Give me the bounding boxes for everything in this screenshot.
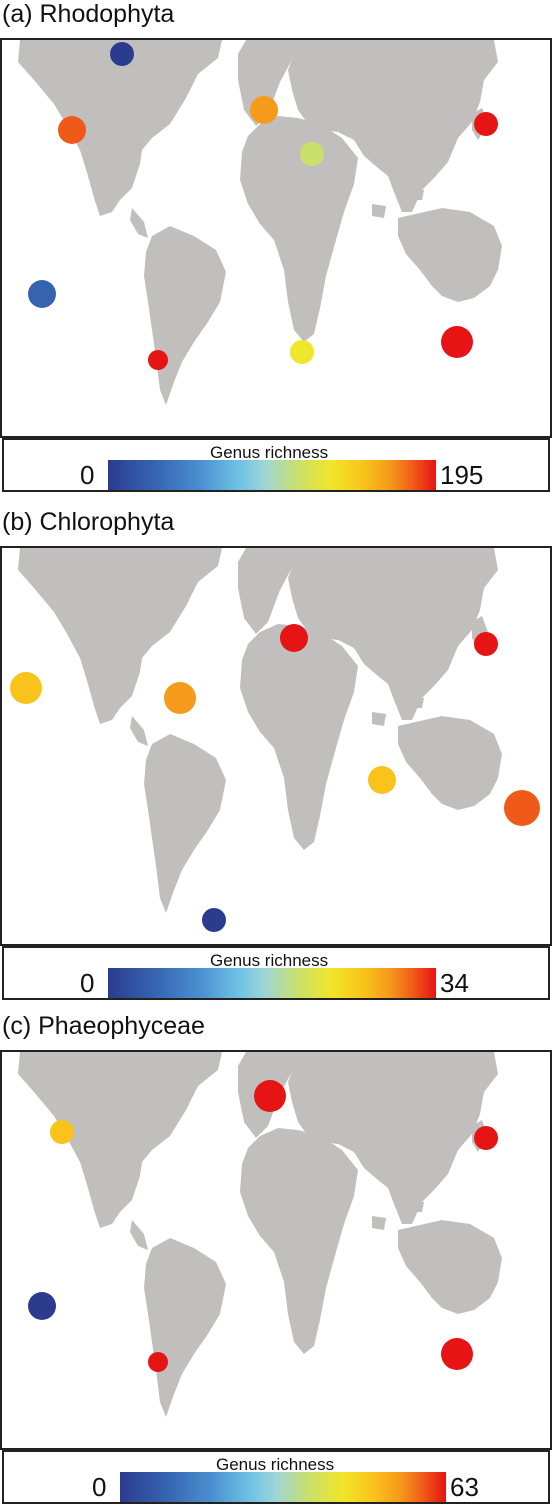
legend-label: Genus richness — [216, 1455, 335, 1474]
legend-color-bar — [108, 968, 436, 998]
hotspot-mediterranean — [300, 142, 324, 166]
richness-map-phaeophyceae — [0, 1050, 552, 1450]
legend-label: Genus richness — [210, 443, 329, 462]
land-shape — [18, 40, 502, 405]
hotspot-south-africa — [290, 340, 314, 364]
richness-hotspots — [28, 1080, 498, 1372]
legend-max: 63 — [450, 1472, 479, 1502]
legend-color-bar — [120, 1472, 446, 1502]
land-shape — [18, 548, 502, 913]
hotspot-japan — [474, 632, 498, 656]
color-scale-legend: Genus richness 0 195 — [2, 438, 550, 492]
hotspot-indian-ocean — [368, 766, 396, 794]
hotspot-europe — [254, 1080, 286, 1112]
hotspot-japan — [474, 1126, 498, 1150]
hotspot-japan — [474, 112, 498, 136]
hotspot-south-australia — [441, 1338, 473, 1370]
legend-label: Genus richness — [210, 951, 329, 970]
hotspot-south-chile — [148, 1352, 168, 1372]
richness-map-chlorophyta — [0, 546, 552, 946]
panel-title: (a) Rhodophyta — [2, 0, 175, 28]
legend-max: 195 — [440, 460, 484, 490]
hotspot-arctic-canada — [110, 42, 134, 66]
color-scale-legend: Genus richness 0 34 — [2, 946, 550, 1000]
legend-max: 34 — [440, 968, 469, 998]
hotspot-europe — [250, 96, 278, 124]
hotspot-east-australia — [504, 790, 540, 826]
legend-min: 0 — [92, 1472, 107, 1502]
color-scale-legend: Genus richness 0 63 — [2, 1450, 550, 1504]
hotspot-caribbean — [164, 682, 196, 714]
hotspot-south-chile — [148, 350, 168, 370]
hotspot-hawaii — [10, 672, 42, 704]
richness-hotspots — [28, 42, 498, 370]
richness-map-rhodophyta — [0, 38, 552, 438]
panel-title: (c) Phaeophyceae — [2, 1012, 205, 1040]
hotspot-south-australia — [441, 326, 473, 358]
hotspot-central-pacific — [28, 1292, 56, 1320]
legend-min: 0 — [80, 968, 95, 998]
hotspot-nw-america — [58, 116, 86, 144]
panel-title: (b) Chlorophyta — [2, 508, 175, 536]
hotspot-mediterranean — [280, 624, 308, 652]
legend-min: 0 — [80, 460, 95, 490]
hotspot-central-pacific — [28, 280, 56, 308]
hotspot-southern-ocean — [202, 908, 226, 932]
legend-color-bar — [108, 460, 436, 490]
richness-hotspots — [10, 624, 540, 932]
hotspot-nw-america — [50, 1120, 74, 1144]
